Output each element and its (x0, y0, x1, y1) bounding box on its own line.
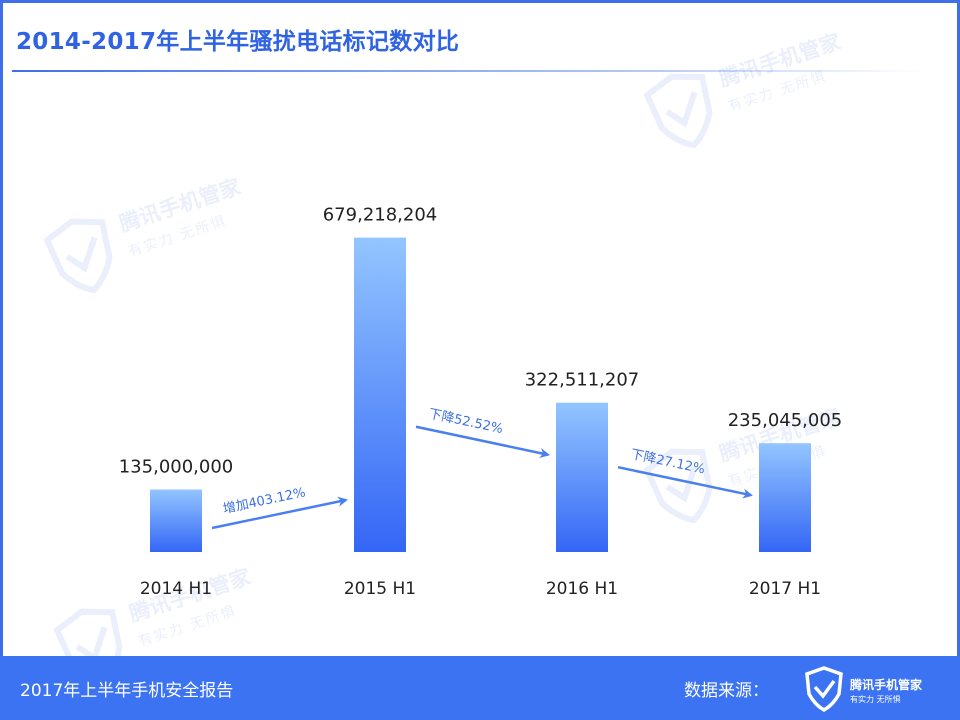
bar-1 (150, 489, 202, 552)
report-name: 2017年上半年手机安全报告 (20, 681, 234, 701)
value-label-3: 322,511,207 (525, 370, 640, 391)
source-label: 数据来源： (684, 681, 769, 701)
category-label-3: 2016 H1 (546, 579, 618, 599)
footer-slogan: 有实力 无所惧 (850, 695, 901, 704)
footer-brand: 腾讯手机管家 (850, 678, 923, 692)
change-arrow-3 (617, 465, 753, 499)
change-label-1: 增加403.12% (222, 485, 307, 517)
category-label-1: 2014 H1 (140, 579, 212, 599)
value-label-2: 679,218,204 (323, 205, 438, 226)
category-label-2: 2015 H1 (344, 579, 416, 599)
bar-2 (354, 237, 406, 552)
bar-chart: 135,000,000 2014 H1 679,218,204 2015 H1 322,… (119, 205, 843, 599)
footer-bar: 2017年上半年手机安全报告 数据来源： 腾讯手机管家 有实力 无所惧 (0, 656, 960, 720)
value-label-1: 135,000,000 (119, 457, 234, 478)
page-title: 2014-2017年上半年骚扰电话标记数对比 (16, 29, 460, 55)
change-arrow-2 (415, 425, 550, 458)
shield-logo-icon (805, 666, 843, 712)
title-divider (12, 70, 926, 72)
bar-4 (759, 443, 811, 552)
category-label-4: 2017 H1 (749, 579, 821, 599)
bar-3 (556, 402, 608, 552)
value-label-4: 235,045,005 (728, 410, 843, 431)
change-arrow-1 (211, 496, 348, 530)
